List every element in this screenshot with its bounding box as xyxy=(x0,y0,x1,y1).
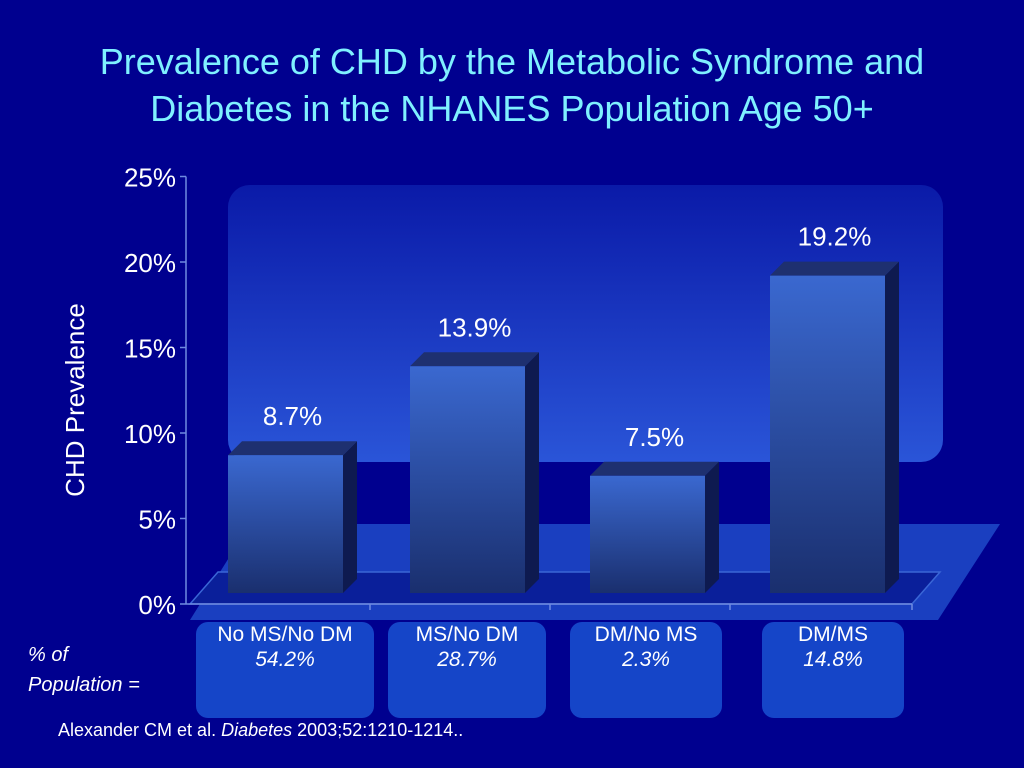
population-label-line-2: Population = xyxy=(28,674,140,696)
population-label: % of Population = xyxy=(28,640,140,700)
bar xyxy=(770,261,899,593)
category-box-4: DM/MS 14.8% xyxy=(762,622,904,718)
population-value: 54.2% xyxy=(255,648,315,671)
y-tick-label: 5% xyxy=(138,505,176,535)
bar xyxy=(228,441,357,593)
source-authors: Alexander CM et al. xyxy=(58,720,217,740)
category-label: DM/MS xyxy=(798,623,868,646)
population-value: 2.3% xyxy=(622,648,670,671)
population-value: 14.8% xyxy=(803,648,863,671)
bar-value-label: 8.7% xyxy=(263,401,322,431)
population-value: 28.7% xyxy=(437,648,497,671)
bar xyxy=(410,352,539,593)
y-tick-label: 0% xyxy=(138,590,176,620)
bar-side xyxy=(885,261,899,593)
y-axis-label: CHD Prevalence xyxy=(60,303,90,497)
bar-value-label: 19.2% xyxy=(798,222,872,252)
category-label: DM/No MS xyxy=(594,623,698,646)
source-reference: 2003;52:1210-1214.. xyxy=(297,720,464,740)
bar-side xyxy=(705,461,719,593)
bar-top xyxy=(410,352,539,367)
population-label-line-1: % of xyxy=(28,644,69,666)
category-label: No MS/No DM xyxy=(217,623,353,646)
bar xyxy=(590,461,719,593)
bar-front xyxy=(228,455,343,593)
category-label: MS/No DM xyxy=(415,623,519,646)
back-panel xyxy=(228,185,943,462)
bar-front xyxy=(770,275,885,593)
y-tick-label: 20% xyxy=(124,248,176,278)
bar-top xyxy=(228,441,357,456)
bar-top xyxy=(770,261,899,276)
title-line-1: Prevalence of CHD by the Metabolic Syndr… xyxy=(99,41,925,82)
y-tick-label: 15% xyxy=(124,334,176,364)
chart-title: Prevalence of CHD by the Metabolic Syndr… xyxy=(30,38,994,132)
bar-front xyxy=(410,366,525,593)
source-citation: Alexander CM et al. Diabetes 2003;52:121… xyxy=(58,720,463,741)
title-line-2: Diabetes in the NHANES Population Age 50… xyxy=(150,88,874,129)
y-tick-label: 10% xyxy=(124,419,176,449)
bar-side xyxy=(343,441,357,593)
bar-side xyxy=(525,352,539,593)
source-journal: Diabetes xyxy=(221,720,293,740)
bar-value-label: 7.5% xyxy=(625,422,684,452)
y-tick-label: 25% xyxy=(124,163,176,193)
bar-value-label: 13.9% xyxy=(438,312,512,342)
category-box-1: No MS/No DM 54.2% xyxy=(196,622,374,718)
bar-top xyxy=(590,461,719,476)
category-box-2: MS/No DM 28.7% xyxy=(388,622,546,718)
bar-front xyxy=(590,475,705,593)
category-box-3: DM/No MS 2.3% xyxy=(570,622,722,718)
